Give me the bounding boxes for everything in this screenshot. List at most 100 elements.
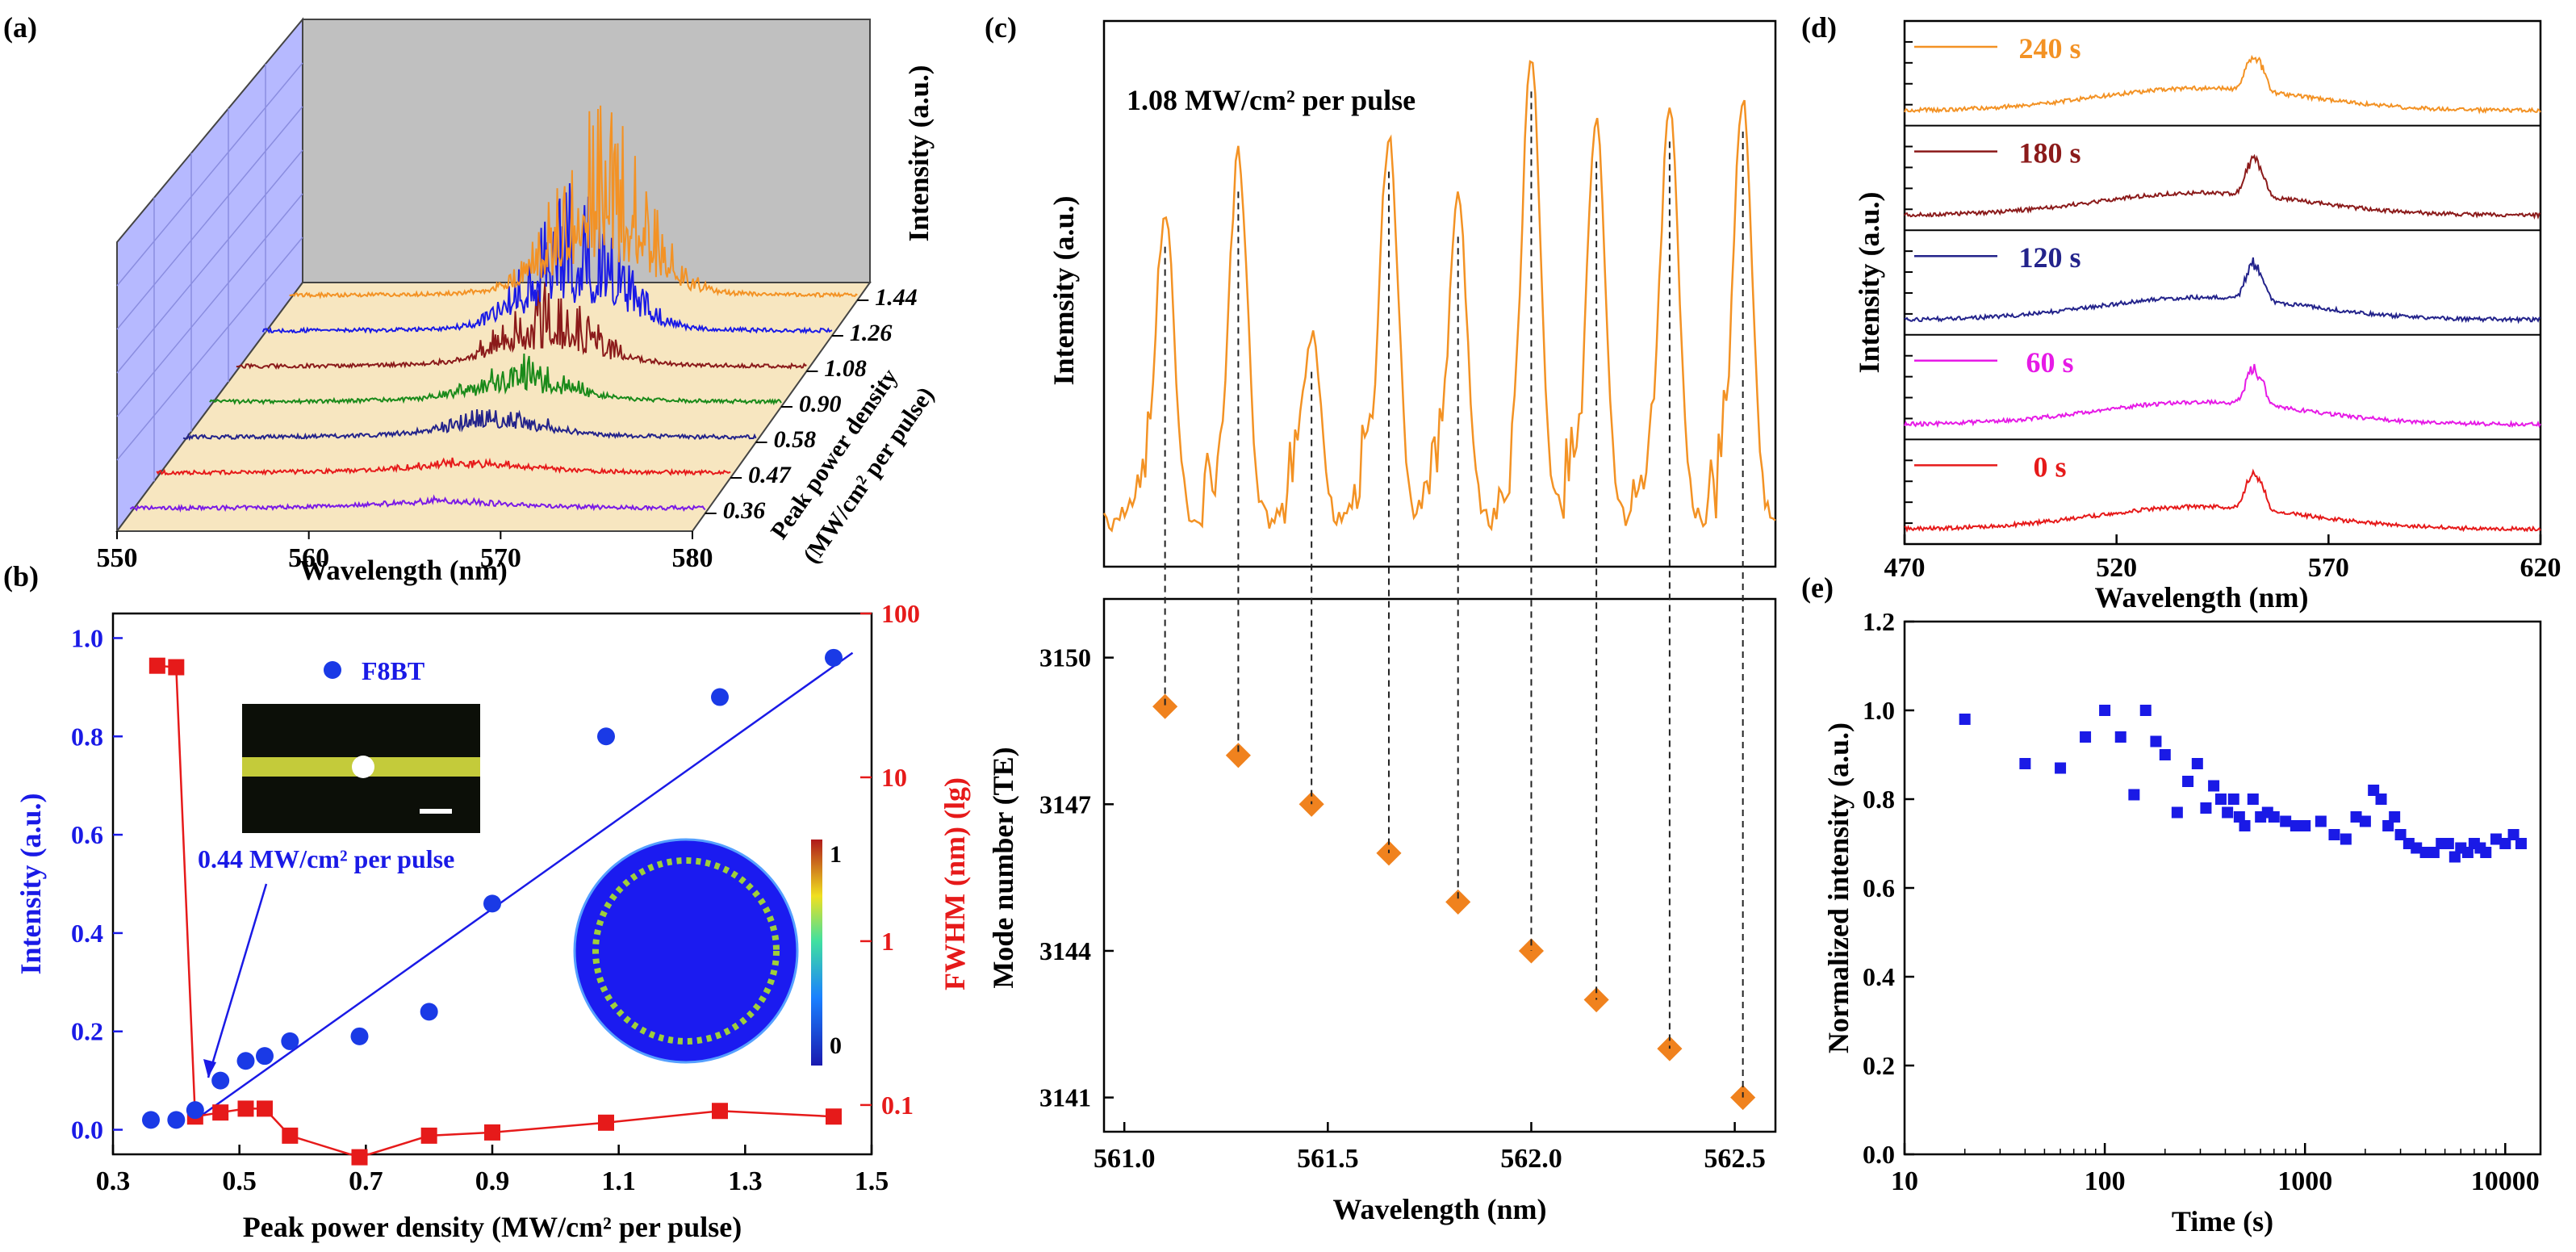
b-intensity-point [350, 1027, 369, 1045]
e-ylabel: Normalized intensity (a.u.) [1822, 722, 1855, 1053]
b-axes: 0.3 0.5 0.7 0.9 1.1 1.3 1.5 0.0 0.2 0.4 0.6 0.8 1.0 0… [71, 599, 920, 1196]
b-fwhm-point [148, 657, 165, 674]
e-point [2442, 838, 2454, 849]
e-point [2233, 811, 2245, 823]
e-frame [1903, 620, 2542, 1156]
panel-label-d: (d) [1801, 11, 1837, 44]
e-point [2461, 847, 2474, 858]
e-point [2507, 829, 2520, 840]
c-xtick-label: 562.5 [1704, 1144, 1766, 1174]
c-xtick-label: 561.5 [1297, 1144, 1359, 1174]
c-dashed-guides [1164, 91, 1744, 1098]
a-xtick-label: 560 [288, 543, 329, 573]
e-point [2411, 842, 2423, 854]
b-annotation-arrow [207, 883, 268, 1078]
b-ytick-right-label: 1 [881, 927, 894, 956]
e-point [2428, 847, 2440, 858]
a-ytick-label: 1.08 [824, 355, 867, 382]
c-upper-ylabel: Intemsity (a.u.) [1048, 196, 1080, 386]
panel-label-a: (a) [3, 11, 37, 44]
b-ring-edge [573, 838, 799, 1064]
e-point [2499, 838, 2511, 849]
b-fwhm-point [712, 1103, 728, 1120]
e-point [2515, 838, 2527, 849]
b-fwhm-point [484, 1124, 500, 1141]
b-xlabel: Peak power density (MW/cm² per pulse) [243, 1211, 742, 1243]
b-colorbar-bottom: 0 [830, 1032, 842, 1059]
b-intensity-point [597, 727, 615, 746]
e-point [2222, 806, 2234, 819]
a-grid-line [116, 106, 303, 330]
panel-label-c: (c) [985, 11, 1017, 44]
c-lower-frame [1102, 597, 1777, 1133]
b-intensity-point [186, 1101, 204, 1120]
e-point [2171, 806, 2183, 819]
b-xtick-label: 0.7 [349, 1166, 383, 1196]
d-xlabel: Wavelength (nm) [2095, 581, 2309, 613]
c-mode-point [1445, 889, 1471, 915]
e-point [2368, 785, 2380, 796]
b-inset-scalebar [420, 809, 452, 814]
b-fwhm-point [598, 1114, 614, 1131]
b-intensity-point [236, 1052, 255, 1070]
d-trace-120s [1904, 257, 2541, 325]
a-backwall [302, 19, 871, 283]
a-ytick-label: 1.26 [850, 320, 893, 346]
c-ytick-label: 3144 [1039, 936, 1091, 965]
e-point [2375, 793, 2387, 805]
a-xlabel: Wavelength (nm) [299, 555, 508, 586]
a-xtick-label: 580 [672, 543, 713, 573]
e-point [2328, 829, 2340, 840]
c-upper-frame [1102, 19, 1777, 568]
b-colorbar-top: 1 [830, 841, 842, 868]
a-grid-line [116, 62, 303, 287]
a-trace-0.36 [129, 494, 706, 513]
b-legend-label: F8BT [362, 656, 424, 685]
a-xtick-label: 570 [480, 543, 521, 573]
b-intensity-point [825, 648, 843, 667]
c-lower-modes: 561.0 561.5 562.0 562.5 3141 3144 3147 3150 [1039, 643, 1766, 1174]
b-ytick-left-label: 0.6 [71, 820, 103, 849]
b-ytick-left-label: 1.0 [71, 623, 103, 652]
a-ytick-label: 1.44 [875, 284, 918, 311]
c-xlabel: Wavelength (nm) [1333, 1193, 1547, 1225]
b-ylabel-right: FWHM (nm) (lg) [939, 777, 971, 990]
d-legend-label: 60 s [2026, 346, 2073, 379]
d-trace-180s [1904, 153, 2541, 220]
b-intensity-point [142, 1111, 160, 1129]
e-ytick-label: 1.2 [1863, 607, 1895, 636]
d-legend-label: 0 s [2033, 450, 2066, 483]
b-legend-marker [324, 661, 341, 679]
e-point [2227, 793, 2239, 805]
c-upper-spectrum [1102, 60, 1776, 533]
e-ytick-label: 0.2 [1863, 1051, 1895, 1080]
b-intensity-point [711, 688, 729, 706]
b-xtick-label: 0.5 [222, 1166, 257, 1196]
e-point [2350, 811, 2362, 823]
b-data [142, 648, 854, 1166]
e-point [2247, 793, 2259, 805]
e-xtick-label: 1000 [2277, 1166, 2332, 1196]
d-trace-240s [1904, 54, 2541, 115]
e-point [2299, 820, 2311, 831]
panel-label-b: (b) [3, 560, 39, 593]
b-intensity-point [211, 1071, 230, 1090]
panel-a-waterfall: 550 560 570 580 0.36 0.47 0.58 0.90 1.08 1.26 1.4… [97, 17, 939, 586]
e-ytick-label: 0.8 [1863, 785, 1895, 814]
b-ytick-right-label: 100 [881, 599, 920, 628]
b-inset-glow [352, 756, 374, 778]
b-intensity-point [167, 1111, 186, 1129]
b-annotation: 0.44 MW/cm² per pulse [198, 844, 454, 873]
b-intensity-point [483, 894, 501, 913]
a-trace-1.08 [236, 283, 807, 371]
e-xlabel: Time (s) [2172, 1205, 2273, 1237]
e-point [2099, 705, 2111, 716]
c-xtick-label: 562.0 [1500, 1144, 1562, 1174]
e-point [2340, 833, 2352, 845]
e-point [2382, 820, 2394, 831]
d-xtick-label: 520 [2096, 553, 2137, 583]
a-ytick-label: 0.90 [799, 391, 842, 417]
b-fwhm-point [420, 1127, 437, 1144]
b-intensity-point [256, 1047, 274, 1066]
